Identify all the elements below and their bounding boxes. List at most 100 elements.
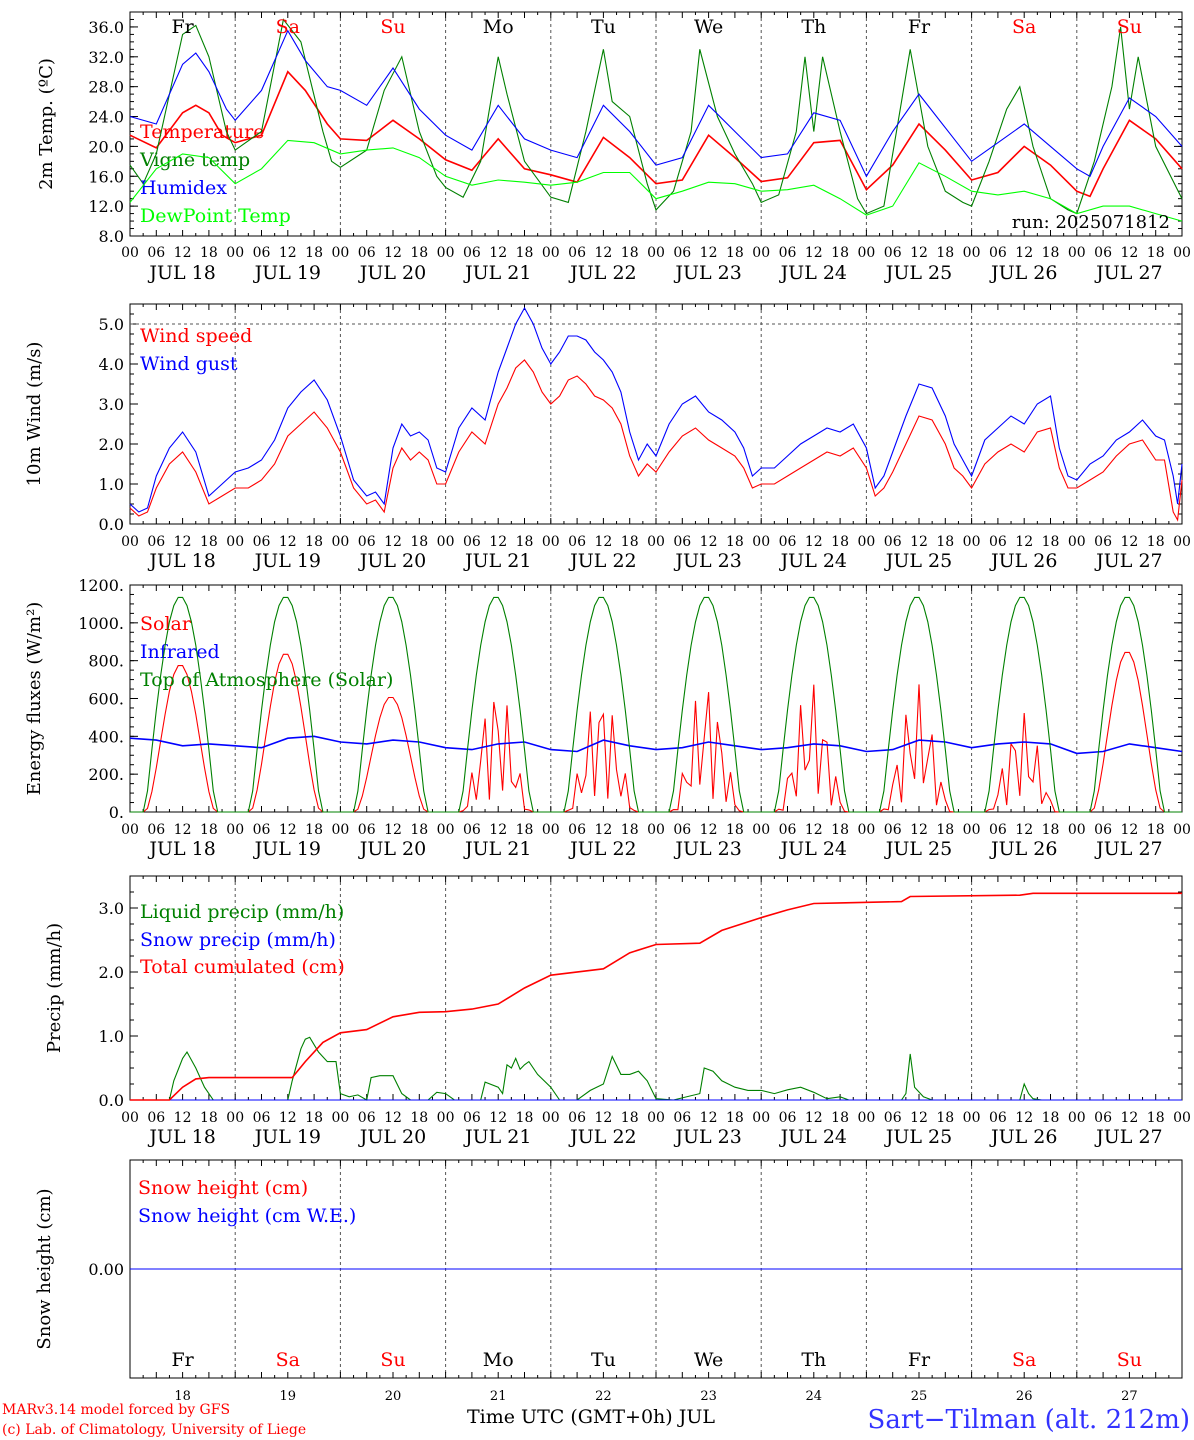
model-credit-line-2: (c) Lab. of Climatology, University of L… [2, 1422, 306, 1438]
y-tick-label: 200. [88, 765, 124, 784]
day-label: JUL 23 [673, 262, 741, 284]
hour-tick-label: 12 [700, 534, 718, 550]
day-label: JUL 20 [358, 262, 426, 284]
hour-tick-label: 18 [1147, 822, 1165, 838]
day-number: 23 [700, 1389, 717, 1404]
hour-tick-label: 06 [989, 245, 1007, 261]
day-number: 22 [595, 1389, 612, 1404]
day-label: JUL 26 [989, 838, 1057, 860]
hour-tick-label: 06 [147, 1110, 165, 1126]
hour-tick-label: 18 [726, 1110, 744, 1126]
day-label: JUL 24 [779, 262, 847, 284]
hour-tick-label: 06 [989, 534, 1007, 550]
hour-tick-label: 00 [647, 822, 665, 838]
hour-tick-label: 12 [700, 245, 718, 261]
y-tick-label: 1.0 [99, 1027, 124, 1046]
hour-tick-label: 00 [1173, 245, 1191, 261]
day-number: 20 [385, 1389, 402, 1404]
hour-tick-label: 12 [1015, 245, 1033, 261]
weekday-label: We [694, 16, 723, 38]
y-tick-label: 2.0 [99, 963, 124, 982]
hour-tick-label: 12 [910, 822, 928, 838]
hour-tick-label: 00 [647, 1110, 665, 1126]
hour-tick-label: 06 [673, 822, 691, 838]
day-label: JUL 27 [1094, 838, 1162, 860]
hour-tick-label: 00 [437, 534, 455, 550]
hour-tick-label: 18 [621, 822, 639, 838]
hour-tick-label: 00 [226, 534, 244, 550]
day-label: JUL 20 [358, 550, 426, 572]
hour-tick-label: 06 [884, 534, 902, 550]
hour-tick-label: 18 [516, 245, 534, 261]
weekday-label: Su [380, 1349, 405, 1371]
hour-tick-label: 06 [673, 245, 691, 261]
weekday-label: Th [801, 16, 826, 38]
day-number: 24 [806, 1389, 823, 1404]
day-label: JUL 21 [463, 838, 531, 860]
hour-tick-label: 00 [1068, 534, 1086, 550]
day-label: JUL 24 [779, 1126, 847, 1148]
hour-tick-label: 18 [410, 822, 428, 838]
hour-tick-label: 18 [200, 245, 218, 261]
hour-tick-label: 00 [331, 534, 349, 550]
weekday-label: Th [801, 1349, 826, 1371]
hour-tick-label: 12 [279, 245, 297, 261]
day-label: JUL 26 [989, 1126, 1057, 1148]
series-line [129, 70, 1183, 198]
hour-tick-label: 06 [147, 822, 165, 838]
hour-tick-label: 18 [200, 1110, 218, 1126]
day-label: JUL 18 [147, 550, 215, 572]
hour-tick-label: 18 [1147, 534, 1165, 550]
hour-tick-label: 12 [700, 1110, 718, 1126]
legend-entry: Snow height (cm) [138, 1177, 308, 1199]
day-number: 21 [490, 1389, 507, 1404]
hour-tick-label: 12 [279, 534, 297, 550]
panel-energy: 0. 200. 400. 600. 800. 1000. 1200. Energy fluxe… [24, 576, 1191, 860]
hour-tick-label: 12 [1015, 1110, 1033, 1126]
hour-tick-label: 06 [1094, 245, 1112, 261]
legend-entry: Wind speed [140, 325, 252, 347]
day-number: 26 [1016, 1389, 1033, 1404]
day-label: JUL 21 [463, 550, 531, 572]
legend-entry: Wind gust [140, 353, 238, 375]
y-tick-label: 12.0 [88, 197, 124, 216]
hour-tick-label: 00 [963, 822, 981, 838]
hour-tick-label: 06 [358, 1110, 376, 1126]
hour-tick-label: 12 [594, 245, 612, 261]
hour-tick-label: 18 [305, 822, 323, 838]
hour-tick-label: 18 [410, 1110, 428, 1126]
hour-tick-label: 00 [752, 822, 770, 838]
hour-tick-label: 18 [726, 534, 744, 550]
weekday-label: Fr [908, 16, 931, 38]
hour-tick-label: 00 [857, 534, 875, 550]
day-label: JUL 22 [568, 550, 636, 572]
weekday-label: Su [380, 16, 405, 38]
series-line [129, 306, 1183, 513]
day-label: JUL 23 [673, 1126, 741, 1148]
hour-tick-label: 12 [805, 822, 823, 838]
hour-tick-label: 00 [963, 1110, 981, 1126]
hour-tick-label: 06 [253, 534, 271, 550]
panel-precip: 0.0 1.0 2.0 3.0 Precip (mm/h) 00 06 12 18 00 06 12 1… [44, 875, 1191, 1148]
hour-tick-label: 12 [279, 1110, 297, 1126]
hour-tick-label: 18 [831, 1110, 849, 1126]
hour-tick-label: 12 [174, 534, 192, 550]
series-line [129, 359, 1183, 522]
hour-tick-label: 00 [647, 534, 665, 550]
hour-tick-label: 12 [910, 245, 928, 261]
day-label: JUL 21 [463, 1126, 531, 1148]
hour-tick-label: 06 [463, 1110, 481, 1126]
station-name: Sart−Tilman (alt. 212m) [868, 1405, 1190, 1435]
hour-tick-label: 18 [516, 1110, 534, 1126]
model-credit-line-1: MARv3.14 model forced by GFS [2, 1402, 230, 1418]
hour-tick-label: 06 [1094, 822, 1112, 838]
weekday-label: Fr [908, 1349, 931, 1371]
hour-tick-label: 06 [884, 822, 902, 838]
legend-entry: Vigne temp [139, 149, 250, 171]
legend-entry: Temperature [140, 121, 264, 143]
hour-tick-label: 06 [253, 1110, 271, 1126]
y-tick-label: 1200. [78, 576, 124, 595]
y-tick-label: 3.0 [99, 899, 124, 918]
y-tick-label: 600. [88, 690, 124, 709]
hour-tick-label: 12 [1120, 534, 1138, 550]
